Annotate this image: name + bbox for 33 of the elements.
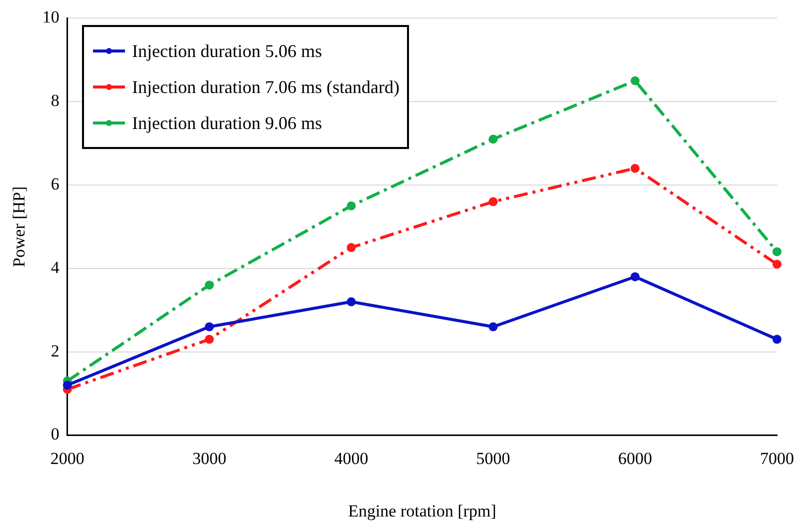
point	[204, 322, 214, 332]
x-tick-label: 4000	[334, 448, 368, 468]
point	[204, 280, 214, 290]
x-tick-label: 5000	[476, 448, 510, 468]
point	[772, 334, 782, 344]
y-tick-label: 8	[50, 91, 60, 110]
point	[346, 201, 356, 210]
point	[346, 297, 356, 306]
legend-label: Injection duration 7.06 ms (standard)	[132, 76, 400, 98]
point	[204, 334, 214, 344]
point	[62, 380, 72, 390]
x-tick-label: 7000	[760, 448, 794, 468]
y-tick-label: 6	[50, 174, 60, 194]
x-tick-label: 6000	[618, 448, 652, 468]
y-tick-label: 4	[50, 258, 60, 277]
point	[488, 322, 498, 332]
point	[630, 76, 640, 86]
point	[488, 134, 498, 144]
y-tick-label: 10	[42, 8, 60, 27]
x-tick-label: 2000	[50, 448, 84, 468]
point	[488, 197, 498, 206]
point	[630, 164, 640, 173]
point	[772, 247, 782, 256]
y-axis-title: Power [HP]	[10, 186, 29, 268]
x-tick-label: 3000	[192, 448, 226, 468]
point	[346, 243, 356, 252]
y-tick-label: 2	[50, 341, 60, 360]
point	[772, 260, 782, 269]
legend-label: Injection duration 9.06 ms	[132, 112, 322, 134]
point	[630, 272, 640, 282]
x-axis-title: Engine rotation [rpm]	[348, 501, 496, 520]
y-tick-label: 0	[50, 424, 60, 444]
legend-label: Injection duration 5.06 ms	[132, 40, 322, 62]
